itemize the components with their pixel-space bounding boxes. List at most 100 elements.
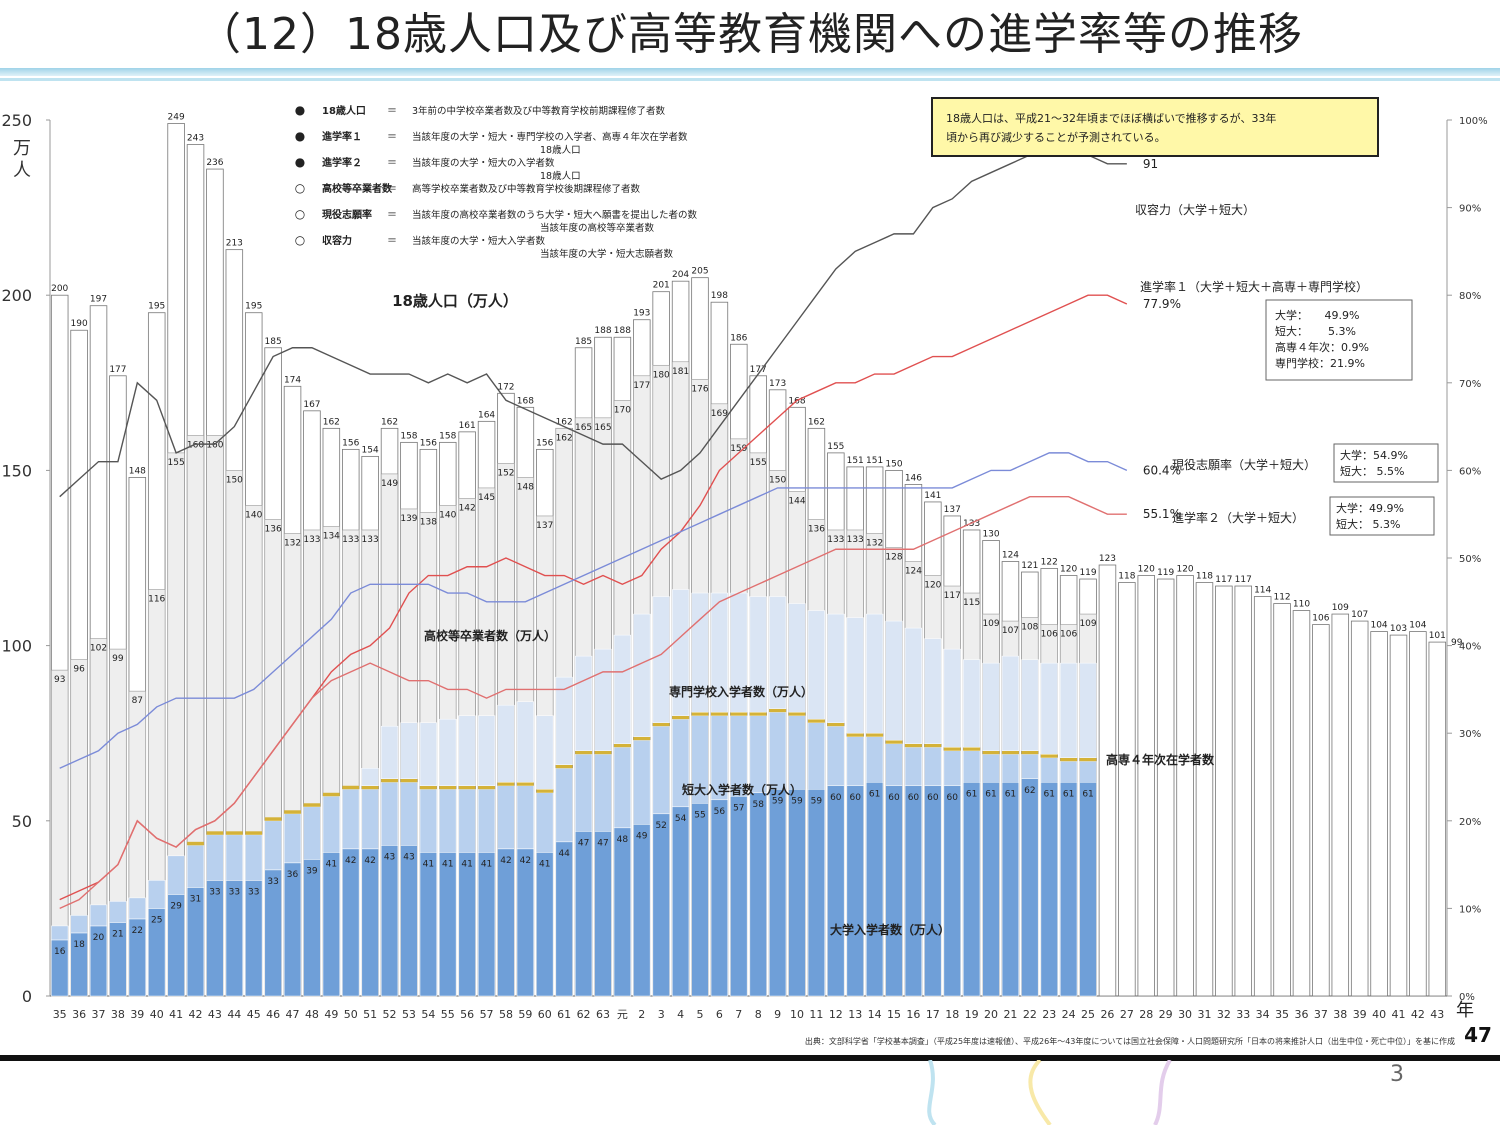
bar-univ-entrants (458, 852, 476, 997)
bar-kosen-4th (497, 782, 515, 786)
bar-value-label-population: 186 (730, 333, 747, 343)
bar-value-label-population: 249 (168, 113, 185, 123)
right-tick-label: 20% (1459, 817, 1481, 828)
bar-univ-entrants (245, 880, 263, 997)
legend-definition: 当該年度の高校卒業者数のうち大学・短大へ願書を提出した者の数 (412, 209, 698, 221)
bar-value-label-population: 118 (1118, 572, 1135, 582)
bar-value-label-population: 200 (51, 284, 68, 294)
bar-value-label-population: 155 (827, 442, 844, 452)
legend-denominator: 18歳人口 (540, 170, 581, 182)
bar-kosen-4th (303, 803, 321, 807)
bar-vocational-entrants (671, 589, 690, 716)
bar-jc-entrants (167, 855, 185, 895)
bar-jc-entrants (497, 785, 515, 850)
label-capacity: 収容力（大学＋短大） (1135, 202, 1255, 217)
bar-univ-entrants (400, 845, 418, 997)
bar-18-population (1137, 575, 1156, 997)
bar-jc-entrants (70, 915, 88, 934)
legend-equals: ＝ (387, 184, 397, 195)
bar-value-label-population: 173 (769, 379, 786, 389)
y-axis-unit: 人 (13, 160, 31, 181)
bar-univ-entrants (924, 785, 942, 997)
bar-value-label-univ: 54 (675, 814, 687, 824)
x-tick-label: 61 (557, 1008, 571, 1021)
bar-value-label-population: 204 (672, 270, 689, 280)
bar-value-label-hs: 152 (497, 468, 514, 478)
x-tick-label: 20 (984, 1008, 998, 1021)
right-tick-label: 10% (1459, 904, 1481, 915)
x-tick-label: 32 (1217, 1008, 1231, 1021)
right-tick-label: 30% (1459, 729, 1481, 740)
bar-value-label-univ: 52 (655, 821, 666, 831)
bar-kosen-4th (594, 750, 612, 755)
bar-vocational-entrants (1021, 659, 1039, 751)
bar-value-label-hs: 107 (1002, 626, 1019, 636)
bar-value-label-population: 107 (1351, 610, 1368, 620)
bar-value-label-univ: 31 (190, 894, 201, 904)
x-tick-label: 56 (460, 1008, 474, 1021)
bar-kosen-4th (788, 712, 806, 716)
bar-value-label-univ: 60 (908, 793, 920, 803)
bar-univ-entrants (866, 782, 884, 997)
bar-value-label-population: 118 (1196, 572, 1213, 582)
bar-univ-entrants (594, 831, 612, 997)
bar-value-label-univ: 59 (791, 796, 803, 806)
bar-value-label-population: 164 (478, 410, 495, 420)
bar-univ-entrants (652, 813, 670, 997)
bar-jc-entrants (516, 785, 534, 850)
bar-value-label-population: 188 (594, 326, 611, 336)
bar-value-label-univ: 61 (1063, 789, 1074, 799)
bar-value-label-univ: 18 (73, 940, 85, 950)
bar-value-label-hs: 145 (478, 493, 495, 503)
bar-value-label-population: 120 (1060, 565, 1077, 575)
bar-value-label-population: 236 (206, 158, 223, 168)
x-tick-label: 4 (677, 1008, 684, 1021)
bar-jc-entrants (613, 746, 631, 829)
bar-value-label-hs: 176 (691, 384, 708, 394)
bar-value-label-population: 168 (788, 396, 805, 406)
x-tick-label: 50 (344, 1008, 358, 1021)
x-tick-label: 41 (169, 1008, 183, 1021)
bar-kosen-4th (420, 785, 437, 790)
bar-univ-entrants (827, 785, 845, 997)
x-tick-label: 38 (1333, 1008, 1347, 1021)
bar-jc-entrants (788, 715, 806, 790)
bar-kosen-4th (575, 750, 592, 755)
bar-univ-entrants (1079, 782, 1097, 997)
bar-value-label-univ: 55 (694, 810, 705, 820)
bar-jc-entrants (225, 834, 243, 881)
bar-value-label-hs: 132 (284, 538, 301, 548)
bar-univ-entrants (1060, 782, 1078, 997)
bar-kosen-4th (691, 712, 709, 716)
bar-value-label-population: 151 (847, 456, 864, 466)
bar-value-label-population: 174 (284, 375, 301, 385)
y-tick-label: 200 (1, 286, 32, 305)
x-tick-label: 23 (1042, 1008, 1056, 1021)
bar-value-label-population: 158 (400, 431, 417, 441)
bar-value-label-population: 162 (556, 417, 573, 427)
x-tick-label: 45 (247, 1008, 261, 1021)
decorative-swoosh (927, 1060, 1172, 1125)
x-tick-label: 44 (227, 1008, 241, 1021)
bar-univ-entrants (439, 852, 457, 997)
x-tick-label: 54 (421, 1008, 435, 1021)
bar-kosen-4th (1040, 754, 1058, 758)
bar-value-label-population: 193 (633, 309, 650, 319)
y-axis-unit: 万 (13, 138, 31, 159)
bar-18-population (1389, 634, 1408, 997)
bar-value-label-hs: 149 (381, 479, 398, 489)
bar-vocational-entrants (1040, 662, 1058, 755)
bar-kosen-4th (1060, 757, 1077, 762)
bar-value-label-population: 104 (1409, 621, 1426, 631)
bar-value-label-hs: 99 (112, 654, 124, 664)
bar-value-label-hs: 140 (439, 510, 456, 520)
x-tick-label: 13 (848, 1008, 862, 1021)
bar-value-label-population: 185 (265, 337, 282, 347)
bar-value-label-univ: 16 (54, 947, 66, 957)
x-tick-label: 63 (596, 1008, 610, 1021)
bar-kosen-4th (458, 785, 476, 790)
bar-value-label-univ: 59 (772, 796, 784, 806)
bar-value-label-population: 133 (963, 519, 980, 529)
bar-jc-entrants (303, 806, 321, 860)
bar-value-label-population: 120 (1138, 565, 1155, 575)
